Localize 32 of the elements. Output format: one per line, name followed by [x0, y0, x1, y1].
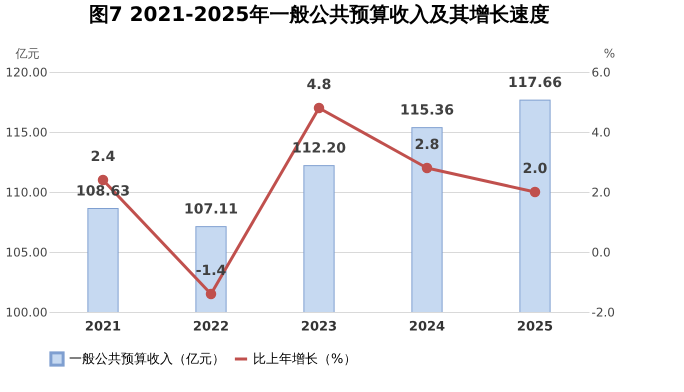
y-tick-label: 110.00 — [6, 186, 48, 200]
y-tick-label: 100.00 — [6, 306, 48, 320]
x-tick-label: 2025 — [516, 320, 554, 334]
chart-title: 图7 2021-2025年一般公共预算收入及其增长速度 — [88, 2, 550, 26]
x-tick-label: 2021 — [84, 320, 122, 334]
data-label: 115.36 — [400, 102, 454, 119]
data-label: 107.11 — [184, 202, 238, 218]
y2-tick-label: 4.0 — [592, 126, 611, 140]
point — [530, 186, 540, 198]
point — [206, 288, 216, 300]
data-label: 117.66 — [508, 75, 562, 92]
y-tick-label: 115.00 — [6, 126, 48, 140]
legend-label: 比上年增长（%） — [253, 352, 356, 367]
y2-tick-label: 0.0 — [592, 246, 611, 260]
data-label: 4.8 — [306, 77, 332, 93]
y-axis-title: 亿元 — [14, 46, 40, 60]
x-tick-label: 2022 — [192, 320, 230, 334]
y-tick-label: 120.00 — [6, 66, 48, 80]
y-tick-label: 105.00 — [6, 246, 48, 260]
data-label: 2.4 — [90, 149, 116, 165]
y2-axis-title: % — [604, 46, 616, 60]
data-label: 2.8 — [414, 137, 440, 153]
data-label: 2.0 — [522, 161, 548, 177]
point — [98, 174, 108, 186]
point — [314, 102, 324, 114]
point — [422, 162, 432, 174]
x-tick-label: 2023 — [300, 320, 338, 334]
y2-tick-label: 2.0 — [592, 186, 611, 200]
y2-tick-label: -2.0 — [592, 306, 615, 320]
legend-label: 一般公共预算收入（亿元） — [69, 352, 225, 367]
y2-tick-label: 6.0 — [592, 66, 611, 80]
x-tick-label: 2024 — [408, 320, 446, 334]
